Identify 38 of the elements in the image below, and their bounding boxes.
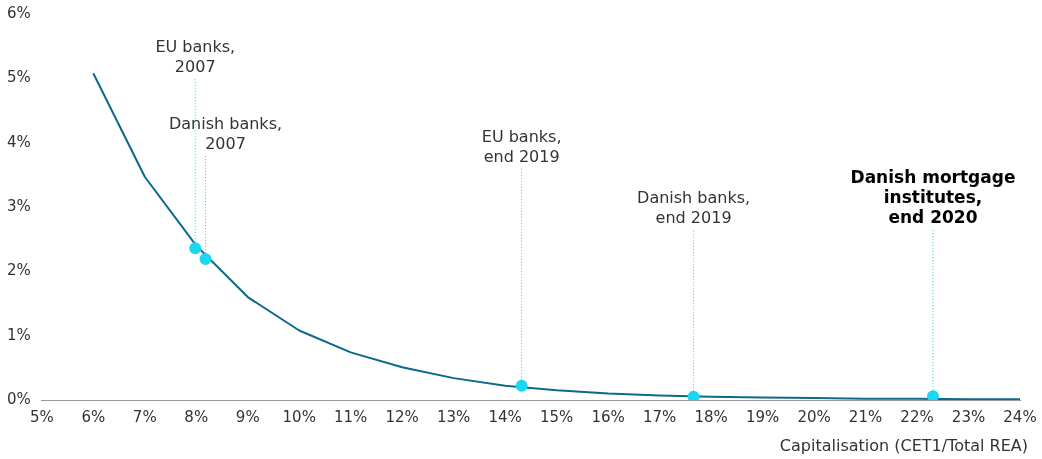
x-tick-label: 9% — [235, 407, 260, 426]
x-tick-label: 20% — [797, 407, 831, 426]
point — [926, 390, 939, 400]
x-tick-label: 18% — [694, 407, 728, 426]
y-tick-label: 5% — [7, 68, 31, 87]
y-tick-label: 4% — [7, 132, 31, 151]
x-axis-title: Capitalisation (CET1/Total REA) — [779, 436, 1028, 455]
x-tick-label: 15% — [539, 407, 574, 426]
annotation: Danish banks, end 2019 — [637, 188, 751, 228]
x-tick-label: 13% — [437, 407, 471, 426]
annotation: Danish banks, 2007 — [168, 114, 283, 154]
annotation: EU banks, 2007 — [155, 36, 236, 76]
y-tick-label: 6% — [7, 3, 31, 22]
point — [189, 242, 202, 255]
y-tick-label: 3% — [7, 196, 31, 215]
x-tick-label: 5% — [29, 407, 54, 426]
x-tick-label: 22% — [900, 407, 934, 426]
y-tick-label: 0% — [7, 389, 31, 408]
x-tick-label: 7% — [132, 407, 157, 426]
x-tick-label: 14% — [488, 407, 522, 426]
y-tick-label: 1% — [7, 325, 31, 344]
x-tick-label: 6% — [81, 407, 106, 426]
x-tick-label: 8% — [184, 407, 209, 426]
x-tick-label: 12% — [385, 407, 419, 426]
x-tick-label: 16% — [591, 407, 625, 426]
x-tick-label: 17% — [642, 407, 677, 426]
annotation: Danish mortgage institutes, end 2020 — [850, 167, 1016, 228]
x-tick-label: 24% — [1003, 407, 1037, 426]
x-tick-label: 11% — [334, 407, 368, 426]
point — [687, 390, 700, 400]
point — [515, 379, 528, 392]
x-tick-label: 10% — [282, 407, 316, 426]
point — [199, 253, 212, 266]
annotation: EU banks, end 2019 — [481, 126, 562, 166]
x-tick-label: 23% — [951, 407, 986, 426]
x-tick-label: 19% — [745, 407, 780, 426]
x-tick-label: 21% — [848, 407, 883, 426]
y-tick-label: 2% — [7, 261, 31, 280]
